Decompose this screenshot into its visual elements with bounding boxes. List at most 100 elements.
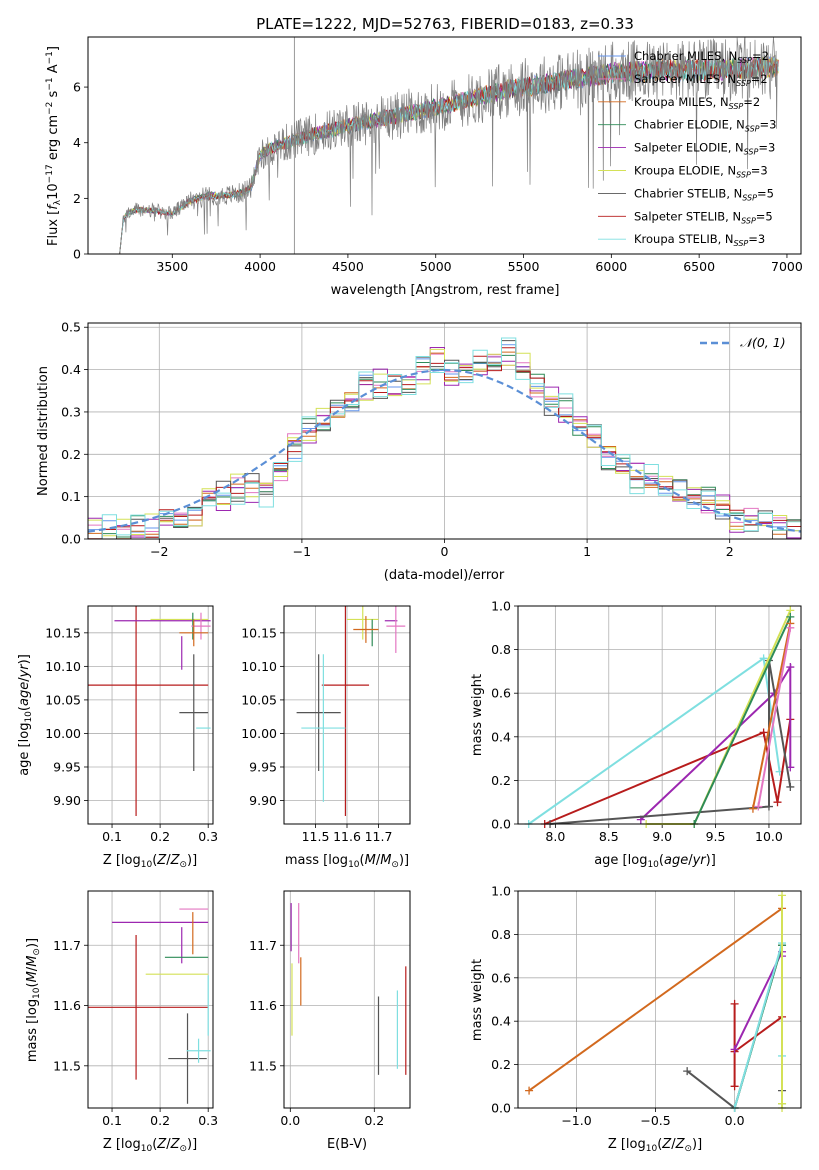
mass-weight-line <box>528 907 783 1092</box>
weight-z-lines <box>525 891 787 1112</box>
x-tick-label: 1 <box>583 544 591 559</box>
spectrum-legend: Chabrier MILES, NSSP=2 Salpeter MILES, NS… <box>598 49 776 248</box>
y-tick-label: 0.2 <box>491 1057 511 1072</box>
y-tick-label: 2 <box>73 191 81 206</box>
age-mass-errorbars <box>296 606 406 816</box>
legend-label: Kroupa STELIB, NSSP=3 <box>634 232 765 248</box>
y-tick-label: 11.6 <box>249 998 277 1013</box>
weight-age-frame <box>517 605 802 825</box>
mass-z-panel: Z [log10(Z/Z⊙)] mass [log10(M/M⊙)] 0.1 0.… <box>25 890 218 1154</box>
mass-z-ylabel: mass [log10(M/M⊙)] <box>25 938 42 1062</box>
age-mass-ticks: 11.5 11.6 11.7 9.90 9.95 10.00 10.05 10.10 10.15 <box>241 606 410 844</box>
mass-weight-marker <box>764 802 773 811</box>
x-tick-label: 0 <box>441 544 449 559</box>
spectrum-ylabel: Flux [fλ10−17 erg cm−2 s−1 A−1] <box>45 46 63 246</box>
x-tick-label: 11.5 <box>302 829 330 844</box>
gaussian-curve <box>87 368 802 533</box>
y-tick-label: 10.05 <box>45 692 81 707</box>
y-tick-label: 11.5 <box>53 1058 81 1073</box>
legend-label: Kroupa ELODIE, NSSP=3 <box>634 164 768 180</box>
y-tick-label: 9.95 <box>249 759 277 774</box>
x-tick-label: −0.5 <box>640 1113 670 1128</box>
x-tick-label: 0.1 <box>102 1113 122 1128</box>
y-tick-label: 0.1 <box>61 489 81 504</box>
y-tick-label: 11.7 <box>53 938 81 953</box>
spectrum-title: PLATE=1222, MJD=52763, FIBERID=0183, z=0… <box>256 15 634 33</box>
x-tick-label: 4000 <box>244 259 276 274</box>
mass-weight-marker <box>773 798 782 807</box>
y-tick-label: 0 <box>73 247 81 262</box>
legend-label: Chabrier MILES, NSSP=2 <box>634 49 769 65</box>
x-tick-label: 2 <box>726 544 734 559</box>
age-mass-frame <box>283 605 411 825</box>
legend-label: Chabrier ELODIE, NSSP=3 <box>634 118 776 134</box>
x-tick-label: 8.0 <box>545 829 565 844</box>
spectrum-ticks: 3500 4000 4500 5000 5500 6000 6500 7000 0 2 4 6 <box>73 80 803 274</box>
y-tick-label: 11.6 <box>53 998 81 1013</box>
mass-weight-marker <box>754 802 763 811</box>
mass-weight-marker <box>683 1067 692 1076</box>
y-tick-label: 9.95 <box>53 759 81 774</box>
histogram-xlabel: (data-model)/error <box>384 568 505 583</box>
weight-z-xlabel: Z [log10(Z/Z⊙)] <box>608 1137 702 1154</box>
mass-ebv-errorbars <box>290 903 407 1075</box>
age-z-frame <box>87 605 214 825</box>
mass-weight-line <box>640 663 792 821</box>
histogram-step-line <box>88 337 801 540</box>
histogram-frame <box>87 322 802 540</box>
observed-spectrum-line <box>119 36 779 255</box>
y-tick-label: 0.5 <box>61 320 81 335</box>
mass-weight-marker <box>786 782 795 791</box>
x-tick-label: 0.2 <box>150 1113 170 1128</box>
x-tick-label: −1 <box>293 544 311 559</box>
x-tick-label: 0.3 <box>198 1113 218 1128</box>
y-tick-label: 0.4 <box>491 729 511 744</box>
x-tick-label: 11.6 <box>333 829 361 844</box>
x-tick-label: 11.7 <box>365 829 393 844</box>
y-tick-label: 0.0 <box>61 532 81 547</box>
y-tick-label: 0.6 <box>491 686 511 701</box>
x-tick-label: 0.3 <box>198 829 218 844</box>
mass-weight-marker <box>759 654 768 663</box>
histogram-legend: 𝒩(0, 1) <box>700 335 786 350</box>
y-tick-label: 0.6 <box>491 970 511 985</box>
legend-label: Kroupa MILES, NSSP=2 <box>634 95 760 111</box>
y-tick-label: 10.05 <box>241 692 277 707</box>
mass-weight-marker <box>748 804 757 813</box>
mass-weight-line <box>733 1003 783 1087</box>
x-tick-label: 9.5 <box>706 829 726 844</box>
x-tick-label: 0.1 <box>102 829 122 844</box>
y-tick-label: 0.8 <box>491 927 511 942</box>
legend-label: Salpeter ELODIE, NSSP=3 <box>634 141 775 157</box>
age-z-errorbars <box>88 606 211 816</box>
mass-weight-marker <box>778 891 787 900</box>
spectrum-xlabel: wavelength [Angstrom, rest frame] <box>331 283 560 298</box>
histogram-ticks: −2 −1 0 1 2 0.0 0.1 0.2 0.3 0.4 0.5 <box>61 320 801 559</box>
weight-z-frame <box>517 890 802 1109</box>
y-tick-label: 0.0 <box>491 1101 511 1116</box>
mass-z-xlabel: Z [log10(Z/Z⊙)] <box>103 1137 197 1154</box>
y-tick-label: 10.10 <box>45 659 81 674</box>
age-z-panel: Z [log10(Z/Z⊙)] age [log10(age/yr)] 0.1 0… <box>17 605 218 870</box>
x-tick-label: 0.2 <box>150 829 170 844</box>
mass-weight-marker <box>786 663 795 672</box>
gaussian-legend-label: 𝒩(0, 1) <box>740 335 786 350</box>
y-tick-label: 6 <box>73 80 81 95</box>
x-tick-label: 10.0 <box>755 829 783 844</box>
x-tick-label: −1.0 <box>561 1113 591 1128</box>
mass-weight-marker <box>786 623 795 632</box>
spectrum-frame <box>87 36 802 255</box>
y-tick-label: 11.7 <box>249 938 277 953</box>
y-tick-label: 1.0 <box>491 599 511 614</box>
legend-label: Salpeter STELIB, NSSP=5 <box>634 209 773 225</box>
x-tick-label: 0.0 <box>725 1113 745 1128</box>
weight-z-panel: Z [log10(Z/Z⊙)] mass weight −1.0 −0.5 0.0 0… <box>470 884 802 1154</box>
x-tick-label: 5000 <box>420 259 452 274</box>
weight-age-xlabel: age [log10(age/yr)] <box>594 853 716 870</box>
mass-weight-line <box>544 719 792 825</box>
weight-age-panel: age [log10(age/yr)] mass weight 8.0 8.5 9.… <box>470 599 802 870</box>
age-mass-xlabel: mass [log10(M/M⊙)] <box>285 853 409 870</box>
y-tick-label: 0.2 <box>491 773 511 788</box>
y-tick-label: 10.15 <box>241 625 277 640</box>
